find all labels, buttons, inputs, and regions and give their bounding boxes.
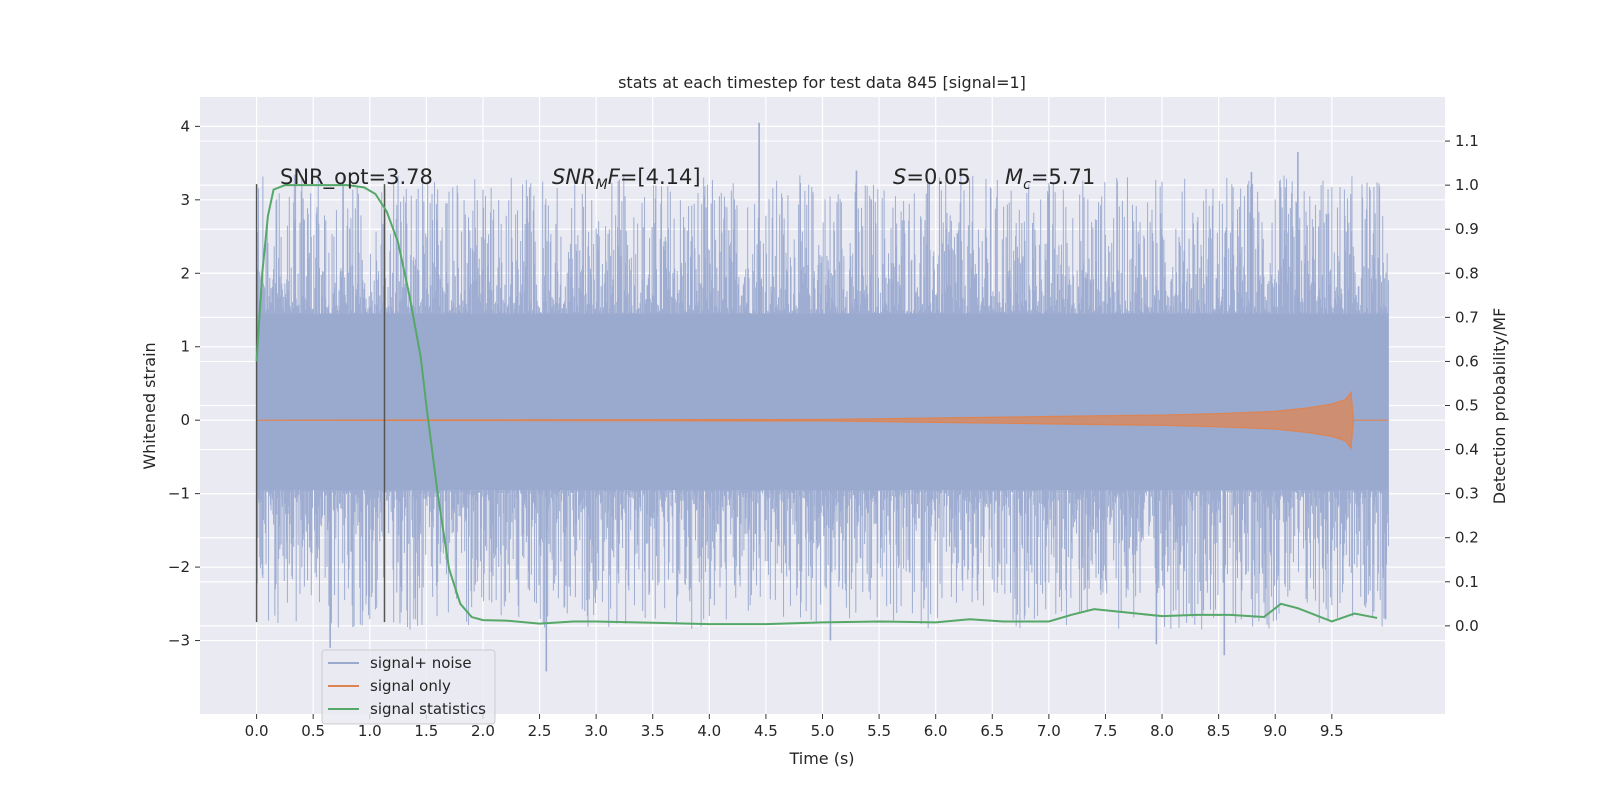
- y2-tick-label: 1.0: [1455, 176, 1479, 194]
- y-tick-label: −3: [168, 632, 190, 650]
- y-tick-label: 1: [180, 338, 190, 356]
- y2-axis-label: Detection probability/MF: [1490, 308, 1509, 505]
- statistics-line: [255, 184, 1378, 626]
- x-axis-ticks: 0.0 0.5 1.0 1.5 2.0 2.5 3.0 3.5 4.0 4.5 5.0 5.5 6.0 6…: [245, 714, 1344, 740]
- chart-title: stats at each timestep for test data 845…: [618, 73, 1026, 92]
- y2-tick-label: 0.9: [1455, 220, 1479, 238]
- y2-tick-label: 0.0: [1455, 617, 1479, 635]
- y2-tick-label: 0.5: [1455, 397, 1479, 415]
- x-tick-label: 5.0: [811, 722, 835, 740]
- signal-only-series: [256, 390, 1389, 450]
- x-tick-label: 1.0: [358, 722, 382, 740]
- y2-tick-label: 0.8: [1455, 264, 1479, 282]
- x-tick-label: 0.0: [245, 722, 269, 740]
- snr-mf-var: SNR: [552, 165, 596, 189]
- annotations: SNR_opt=3.78 SNRMF=[4.14] S=0.05 Mc=5.71: [280, 165, 1095, 193]
- mc-sub: c: [1023, 177, 1031, 193]
- y2-tick-label: 0.1: [1455, 573, 1479, 591]
- s-value: =0.05: [906, 165, 970, 189]
- legend-label-stat: signal statistics: [370, 700, 486, 718]
- vertical-markers: [255, 184, 386, 623]
- x-tick-label: 7.5: [1094, 722, 1118, 740]
- y-axis-ticks: 4 3 2 1 0 −1 −2 −3: [168, 117, 200, 650]
- snr-mf-rest-italic: F: [608, 165, 621, 189]
- y-tick-label: 3: [180, 191, 190, 209]
- y2-tick-label: 0.6: [1455, 352, 1479, 370]
- y-axis-label: Whitened strain: [140, 342, 159, 469]
- x-tick-label: 3.0: [584, 722, 608, 740]
- legend-label-signal: signal only: [370, 677, 451, 695]
- y2-axis-ticks: 1.1 1.0 0.9 0.8 0.7 0.6 0.5 0.4 0.3 0.2 0.1 0.0: [1445, 132, 1479, 635]
- y2-tick-label: 0.4: [1455, 441, 1479, 459]
- x-tick-label: 0.5: [301, 722, 325, 740]
- mc-value: =5.71: [1031, 165, 1095, 189]
- y-tick-label: −1: [168, 485, 190, 503]
- x-tick-label: 9.5: [1320, 722, 1344, 740]
- x-tick-label: 7.0: [1037, 722, 1061, 740]
- signal-statistics-series: [255, 184, 1378, 626]
- x-tick-label: 5.5: [867, 722, 891, 740]
- signal-envelope: [256, 390, 1389, 450]
- x-tick-label: 2.5: [528, 722, 552, 740]
- x-tick-label: 4.5: [754, 722, 778, 740]
- y2-tick-label: 0.7: [1455, 308, 1479, 326]
- noise-series: [256, 122, 1389, 672]
- y-tick-label: −2: [168, 558, 190, 576]
- y2-tick-label: 0.3: [1455, 485, 1479, 503]
- mc-annotation: Mc=5.71: [1005, 165, 1095, 193]
- mc-var: M: [1005, 165, 1023, 189]
- y-tick-label: 4: [180, 117, 190, 135]
- noise-core: [256, 313, 1389, 490]
- x-tick-label: 6.5: [980, 722, 1004, 740]
- s-annotation: S=0.05: [893, 165, 971, 189]
- y-tick-label: 2: [180, 264, 190, 282]
- legend-label-noise: signal+ noise: [370, 654, 472, 672]
- x-tick-label: 6.0: [924, 722, 948, 740]
- x-tick-label: 3.5: [641, 722, 665, 740]
- x-tick-label: 8.5: [1207, 722, 1231, 740]
- y2-tick-label: 1.1: [1455, 132, 1479, 150]
- x-tick-label: 4.0: [697, 722, 721, 740]
- snr-opt-annotation: SNR_opt=3.78: [280, 165, 433, 190]
- y2-tick-label: 0.2: [1455, 529, 1479, 547]
- s-var: S: [893, 165, 906, 189]
- snr-mf-annotation: SNRMF=[4.14]: [552, 165, 701, 193]
- legend: signal+ noise signal only signal statist…: [321, 649, 496, 725]
- x-tick-label: 9.0: [1263, 722, 1287, 740]
- snr-mf-value: =[4.14]: [620, 165, 701, 189]
- snr-mf-sub: M: [596, 177, 608, 193]
- x-tick-label: 2.0: [471, 722, 495, 740]
- x-axis-label: Time (s): [788, 749, 854, 768]
- legend-box: [321, 649, 496, 725]
- y-tick-label: 0: [180, 411, 190, 429]
- x-tick-label: 8.0: [1150, 722, 1174, 740]
- x-tick-label: 1.5: [414, 722, 438, 740]
